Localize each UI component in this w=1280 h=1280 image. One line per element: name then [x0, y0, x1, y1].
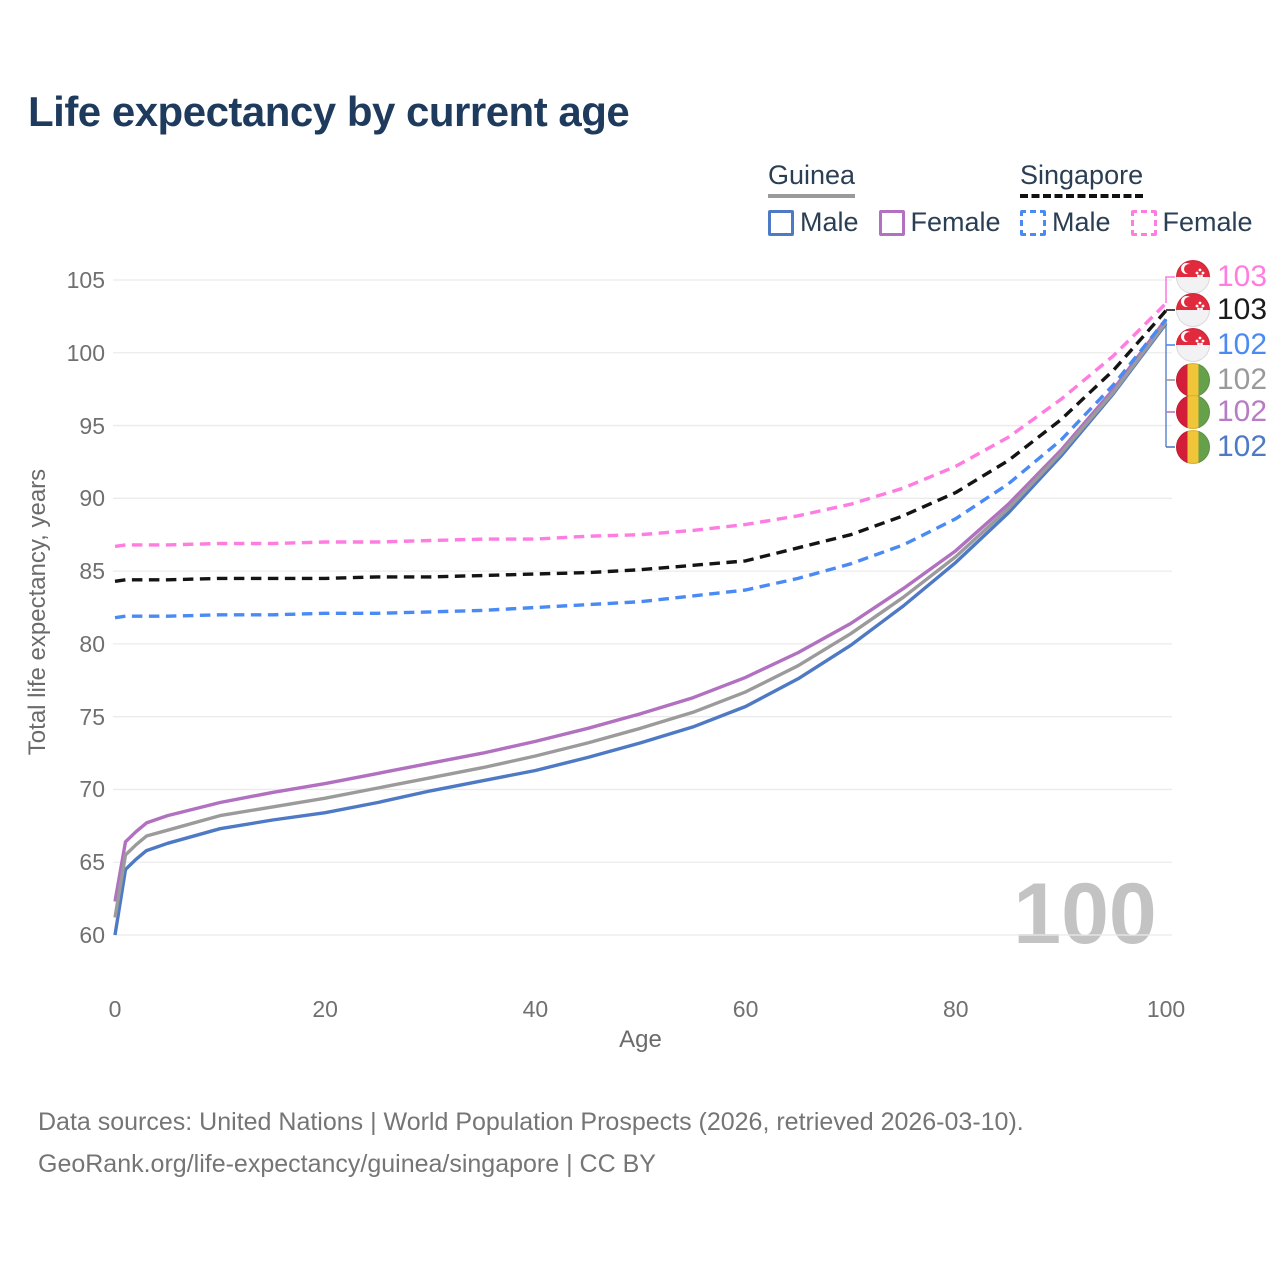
singapore-flag-icon	[1176, 328, 1210, 362]
x-tick-label: 100	[1146, 996, 1186, 1022]
y-tick-label: 70	[79, 776, 105, 803]
singapore-both-sexes-line	[114, 309, 1168, 583]
age-ticker-watermark: 100	[1013, 866, 1157, 962]
end-label-singapore-both: 103	[1176, 293, 1267, 327]
legend-heading-singapore: Singapore	[1020, 160, 1144, 198]
end-label-singapore-male: 102	[1176, 328, 1267, 362]
singapore-male-swatch-icon	[1020, 209, 1046, 236]
legend-item-guinea-male[interactable]: Male	[768, 207, 859, 238]
y-tick-label: 95	[79, 412, 105, 439]
singapore-male-line	[114, 318, 1168, 620]
x-tick-label: 60	[732, 996, 759, 1022]
legend-label: Male	[800, 207, 859, 237]
legend-label: Female	[1162, 207, 1253, 237]
legend-item-guinea-female[interactable]: Female	[878, 207, 1001, 238]
guinea-both-sexes-line	[113, 321, 1168, 918]
x-tick-label: 80	[943, 996, 969, 1022]
end-label-value: 102	[1217, 328, 1268, 361]
singapore-flag-icon	[1176, 293, 1210, 327]
legend-label: Female	[910, 207, 1001, 237]
legend-item-singapore-male[interactable]: Male	[1020, 207, 1111, 238]
end-label-value: 102	[1217, 363, 1268, 396]
singapore-female-swatch-icon	[1130, 209, 1157, 236]
guinea-flag-icon	[1176, 363, 1210, 397]
data-sources-text: Data sources: United Nations | World Pop…	[38, 1108, 1024, 1136]
end-label-guinea-male: 102	[1176, 430, 1267, 464]
end-label-singapore-female: 103	[1176, 260, 1267, 294]
attribution-link-text[interactable]: GeoRank.org/life-expectancy/guinea/singa…	[38, 1150, 656, 1178]
x-tick-label: 0	[108, 996, 122, 1022]
y-tick-label: 65	[79, 849, 105, 876]
singapore-flag-icon	[1176, 260, 1210, 294]
y-tick-label: 100	[66, 339, 105, 366]
end-label-value: 103	[1217, 260, 1268, 293]
legend-group-guinea: Guinea Male Female	[768, 160, 1001, 238]
x-axis-title: Age	[619, 1026, 662, 1053]
y-tick-label: 75	[79, 703, 105, 730]
y-tick-label: 60	[79, 922, 105, 948]
page-title: Life expectancy by current age	[28, 88, 630, 135]
legend-label: Male	[1052, 207, 1111, 237]
guinea-female-swatch-icon	[878, 209, 905, 236]
end-label-value: 103	[1217, 293, 1268, 326]
legend-heading-guinea: Guinea	[768, 160, 856, 198]
singapore-female-line	[114, 302, 1168, 549]
x-tick-label: 40	[522, 996, 549, 1022]
guinea-male-swatch-icon	[768, 209, 794, 236]
x-tick-label: 20	[312, 996, 338, 1022]
guinea-flag-icon	[1176, 430, 1210, 464]
end-label-guinea-female: 102	[1176, 395, 1267, 429]
end-label-value: 102	[1217, 430, 1268, 463]
legend-item-singapore-female[interactable]: Female	[1130, 207, 1253, 238]
guinea-female-line	[113, 318, 1168, 902]
y-tick-label: 105	[66, 267, 105, 293]
guinea-flag-icon	[1176, 395, 1210, 429]
end-label-connector	[1165, 276, 1175, 303]
end-label-guinea-both: 102	[1176, 363, 1267, 397]
legend-group-singapore: Singapore Male Female	[1020, 160, 1253, 238]
y-tick-label: 80	[79, 630, 105, 657]
y-tick-label: 90	[79, 485, 105, 512]
y-tick-label: 85	[79, 558, 105, 585]
end-label-value: 102	[1217, 395, 1268, 428]
guinea-male-line	[113, 322, 1168, 936]
